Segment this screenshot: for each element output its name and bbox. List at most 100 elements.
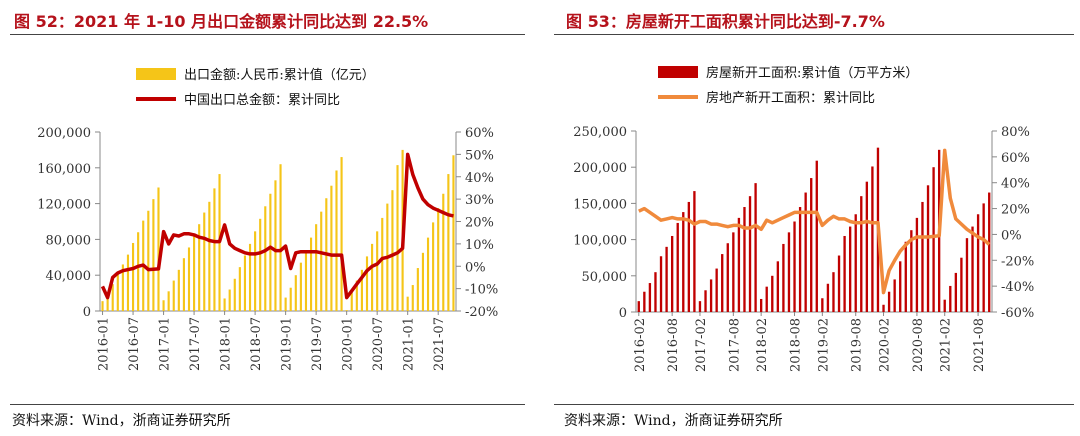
y-right-tick-label: -20% <box>1001 254 1034 269</box>
bar <box>810 178 813 312</box>
bar <box>687 201 691 312</box>
bar <box>971 226 974 312</box>
y-left-tick-label: 0 <box>83 305 91 320</box>
bar <box>798 207 802 312</box>
bar <box>960 257 963 312</box>
x-tick-label: 2021-01 <box>402 317 417 371</box>
bar <box>754 183 757 312</box>
x-tick-label: 2018-08 <box>789 318 804 372</box>
bar <box>709 279 713 312</box>
y-right-tick-label: 20% <box>465 216 494 231</box>
bar <box>381 217 384 311</box>
bar <box>243 255 247 311</box>
bar <box>932 167 935 312</box>
bar <box>887 291 891 312</box>
bar <box>759 298 763 312</box>
bar <box>804 192 807 312</box>
bar <box>330 185 333 311</box>
bar <box>921 201 924 312</box>
x-tick-label: 2017-08 <box>727 318 742 372</box>
bar <box>976 214 980 312</box>
source-note: 资料来源：Wind，浙商证券研究所 <box>564 413 783 429</box>
bar <box>871 166 874 312</box>
bar <box>893 279 896 312</box>
bar <box>743 207 746 312</box>
legend-label-bars: 出口金额:人民币:累计值（亿元） <box>184 67 375 83</box>
bar <box>360 269 363 311</box>
bar <box>848 226 852 312</box>
bar <box>101 301 104 311</box>
bar <box>355 280 358 311</box>
bar <box>284 297 287 311</box>
y-left-tick-label: 160,000 <box>37 162 91 177</box>
bar <box>860 196 863 312</box>
source-divider <box>10 404 525 405</box>
source-note: 资料来源：Wind，浙商证券研究所 <box>12 413 231 429</box>
bar <box>821 298 824 312</box>
bar <box>782 243 785 312</box>
x-tick-label: 2016-08 <box>666 318 681 372</box>
bar <box>299 262 302 311</box>
legend-label-line: 中国出口总金额：累计同比 <box>184 92 340 108</box>
bar <box>832 272 835 312</box>
bar <box>228 289 231 311</box>
x-tick-label: 2018-07 <box>249 317 264 371</box>
bar <box>152 199 155 311</box>
x-tick-label: 2020-08 <box>911 318 926 372</box>
bar <box>643 291 646 312</box>
bar <box>182 258 185 311</box>
bar <box>442 193 445 311</box>
y-left-tick-label: 150,000 <box>573 197 627 212</box>
x-tick-label: 2019-08 <box>850 318 865 372</box>
bar <box>187 247 191 311</box>
bar <box>406 296 409 311</box>
bar <box>208 201 211 311</box>
y-right-tick-label: -60% <box>1001 306 1034 321</box>
y-left-tick-label: 120,000 <box>37 198 91 213</box>
bar <box>411 285 414 311</box>
bar <box>726 243 729 312</box>
bar <box>371 243 374 311</box>
chart-title: 图 52：2021 年 1-10 月出口金额累计同比达到 22.5% <box>14 12 429 31</box>
bar <box>670 235 674 312</box>
y-right-tick-label: -40% <box>1001 280 1034 295</box>
bar <box>350 291 353 311</box>
x-tick-label: 2019-02 <box>816 318 831 372</box>
bar <box>837 255 841 312</box>
x-tick-label: 2021-02 <box>939 318 954 372</box>
bar <box>426 237 430 311</box>
bar <box>437 208 440 311</box>
source-divider <box>554 404 1074 405</box>
bar <box>294 275 297 311</box>
x-tick-label: 2017-07 <box>188 317 203 371</box>
y-left-tick-label: 0 <box>619 306 627 321</box>
title-divider <box>554 34 1074 35</box>
bar <box>279 164 282 311</box>
bar <box>309 237 313 311</box>
bar <box>865 181 869 312</box>
bar <box>915 217 919 312</box>
y-right-tick-label: 0% <box>1001 228 1022 243</box>
bar <box>269 193 272 311</box>
bar <box>949 285 952 312</box>
bar <box>238 267 241 311</box>
x-tick-label: 2020-02 <box>878 318 893 372</box>
x-tick-label: 2018-02 <box>755 318 770 372</box>
x-tick-label: 2019-01 <box>280 317 295 371</box>
bar <box>659 256 663 312</box>
y-left-tick-label: 40,000 <box>46 269 92 284</box>
bar <box>421 252 425 311</box>
bar <box>198 224 201 311</box>
bar <box>259 218 262 311</box>
x-tick-label: 2021-07 <box>432 317 447 371</box>
bar <box>826 283 830 312</box>
legend-label-line: 房地产新开工面积：累计同比 <box>706 90 875 106</box>
bar <box>416 268 419 311</box>
bar <box>335 170 338 311</box>
bar <box>111 284 114 311</box>
bar <box>854 214 857 312</box>
legend-swatch-bars <box>136 68 176 80</box>
x-tick-label: 2016-07 <box>127 317 142 371</box>
bar <box>203 212 206 311</box>
bar <box>954 272 958 312</box>
